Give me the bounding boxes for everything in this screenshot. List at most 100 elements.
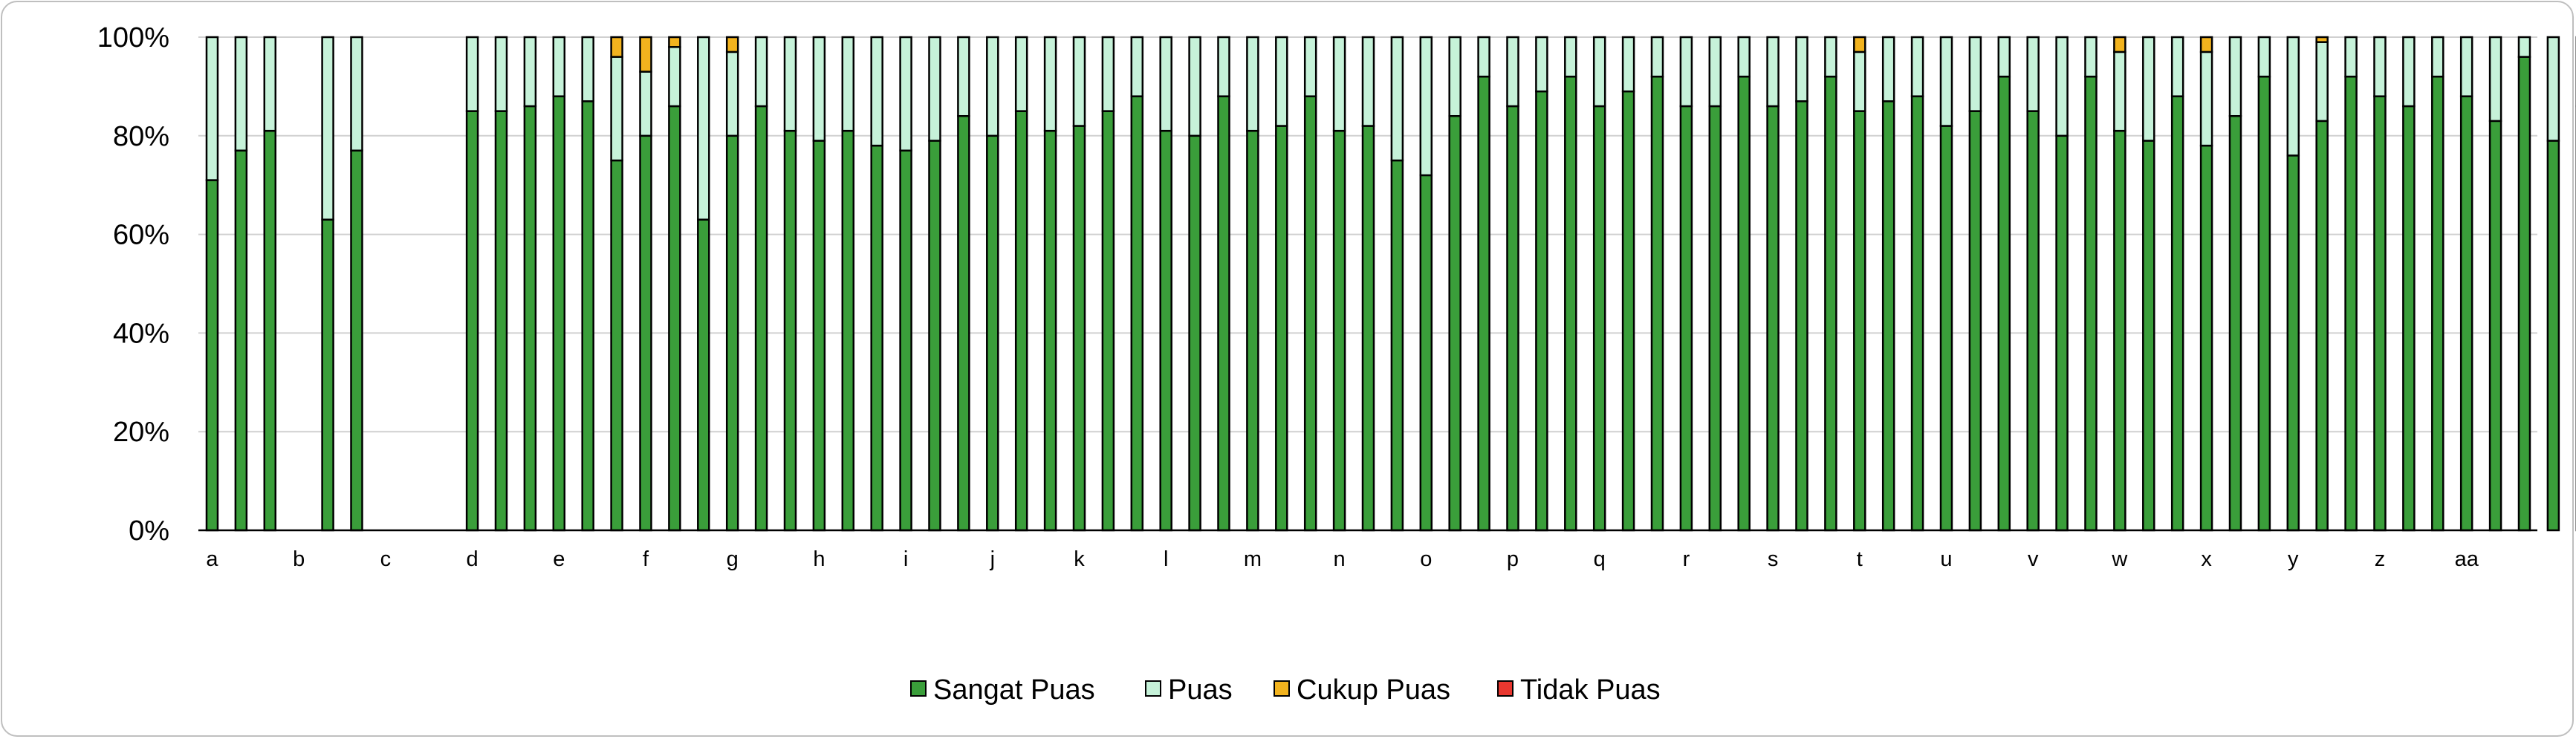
bar-segment (1853, 51, 1866, 112)
x-tick-label: aa (2455, 547, 2479, 571)
bar-segment (957, 36, 970, 117)
x-tick-label: x (2201, 547, 2212, 571)
bar-segment (2055, 134, 2069, 532)
bar-segment (899, 149, 912, 532)
legend-label: Cukup Puas (1297, 674, 1450, 706)
x-tick-label: d (467, 547, 478, 571)
bar-segment (2344, 36, 2358, 78)
bar-segment (1419, 174, 1433, 532)
bar-segment (2402, 105, 2416, 532)
bar-segment (1766, 105, 1779, 532)
legend-label: Puas (1168, 674, 1233, 706)
bar-segment (2170, 95, 2184, 532)
bar-segment (1881, 36, 1895, 102)
legend: Sangat Puas Puas Cukup Puas Tidak Puas (910, 674, 1661, 706)
legend-swatch (1145, 680, 1161, 697)
x-tick-label: n (1334, 547, 1346, 571)
x-tick-label: k (1074, 547, 1085, 571)
bar-segment (1535, 90, 1548, 532)
bar-segment (668, 46, 681, 108)
bar-segment (1939, 36, 1953, 127)
x-tick-label: v (2028, 547, 2039, 571)
bar-segment (1881, 100, 1895, 532)
bar-segment (899, 36, 912, 152)
bar-segment (552, 95, 566, 532)
bar-segment (2142, 36, 2155, 142)
bar-segment (697, 36, 710, 221)
bar-segment (986, 36, 999, 137)
bar-segment (812, 36, 826, 142)
bar-segment (1419, 36, 1433, 177)
y-axis-ticks: 0% 20% 40% 60% 80% 100% (97, 22, 169, 547)
bar-segment (725, 51, 739, 137)
bar-segment (2113, 36, 2126, 53)
x-tick-label: c (380, 547, 392, 571)
bar-segment (2373, 95, 2387, 532)
bar-segment (350, 36, 363, 152)
bar-segment (1795, 100, 1808, 532)
bar-segment (1968, 110, 1982, 532)
bar-segment (841, 36, 855, 132)
bar-segment (1072, 36, 1086, 127)
bar-segment (581, 36, 594, 102)
bar-segment (2286, 154, 2300, 532)
bar-segment (321, 36, 334, 221)
x-tick-label: r (1683, 547, 1690, 571)
bar-segment (2315, 36, 2329, 43)
bar-segment (2546, 140, 2560, 532)
bar-segment (1332, 36, 1346, 132)
bar-segment (2084, 75, 2098, 532)
bar-segment (263, 129, 277, 532)
bar-segment (1448, 114, 1461, 532)
bar-segment (1448, 36, 1461, 117)
bar-segment (1130, 95, 1144, 532)
legend-swatch (1497, 680, 1514, 697)
bar-segment (1650, 75, 1664, 532)
y-tick-label: 100% (97, 22, 169, 53)
bar-segment (957, 114, 970, 532)
bar-segment (2402, 36, 2416, 108)
bar-segment (1159, 36, 1172, 132)
bar-segment (1361, 125, 1375, 532)
x-tick-label: j (990, 547, 995, 571)
y-tick-label: 20% (113, 417, 169, 448)
y-tick-label: 0% (129, 515, 169, 547)
bar-segment (639, 71, 652, 137)
bar-segment (1390, 159, 1404, 532)
bar-segment (1101, 110, 1115, 532)
bar-segment (2084, 36, 2098, 78)
bar-segment (1217, 95, 1230, 532)
legend-label: Tidak Puas (1520, 674, 1661, 706)
bar-segment (552, 36, 566, 97)
bar-segment (2199, 36, 2213, 53)
bar-segment (263, 36, 277, 132)
bar-segment (1997, 36, 2011, 78)
bar-segment (1477, 36, 1490, 78)
bar-segment (2170, 36, 2184, 97)
bar-segment (2199, 51, 2213, 147)
bar-segment (754, 36, 768, 108)
bar-segment (697, 218, 710, 532)
bar-segment (234, 36, 248, 152)
x-tick-label: t (1857, 547, 1863, 571)
bar-segment (2459, 95, 2473, 532)
bar-segment (205, 36, 219, 181)
bar-segment (2199, 144, 2213, 532)
bar-segment (1621, 90, 1635, 532)
bar-segment (2459, 36, 2473, 97)
bar-segment (1621, 36, 1635, 93)
x-tick-label: a (206, 547, 218, 571)
legend-swatch (1274, 680, 1290, 697)
bar-segment (1795, 36, 1808, 102)
bar-segment (1737, 75, 1751, 532)
bars (205, 36, 2576, 532)
bar-segment (610, 159, 623, 532)
x-tick-label: p (1507, 547, 1519, 571)
bar-segment (1824, 75, 1837, 532)
bar-segment (1997, 75, 2011, 532)
bar-segment (2026, 110, 2040, 532)
bar-segment (783, 129, 797, 532)
x-tick-label: o (1420, 547, 1432, 571)
bar-segment (1506, 36, 1519, 108)
bar-segment (812, 140, 826, 532)
